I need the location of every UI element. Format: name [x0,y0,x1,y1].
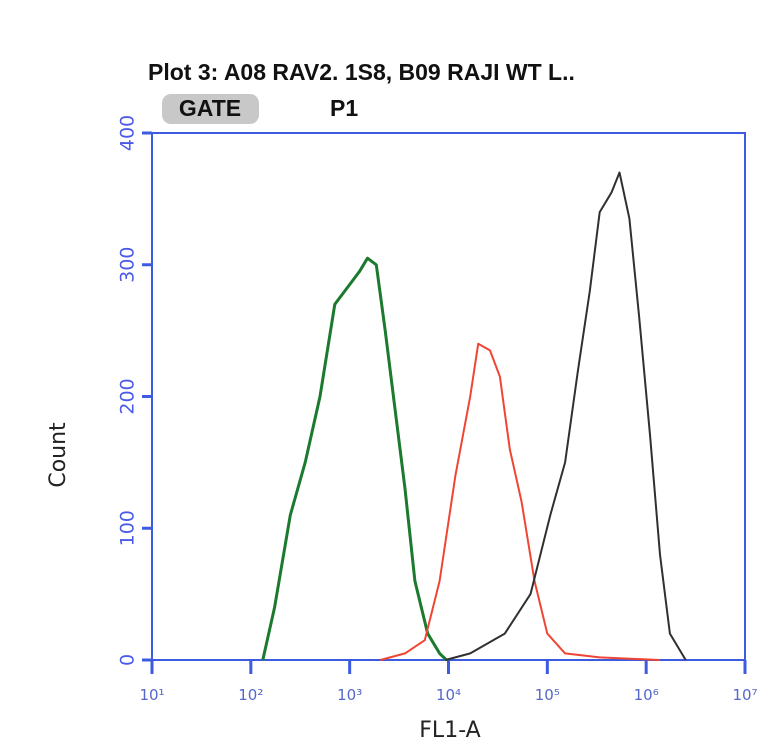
gate-pill [162,94,259,124]
x-tick-label: 10⁴ [436,686,461,704]
histogram-line [261,256,448,662]
chart-title: Plot 3: A08 RAV2. 1S8, B09 RAJI WT L.. [148,59,575,85]
y-tick-label: 300 [117,247,139,283]
histogram-line [445,171,687,661]
y-axis-label: Count [46,422,71,488]
y-tick-label: 200 [117,378,139,414]
y-tick-label: 400 [117,115,139,151]
x-tick-label: 10⁷ [732,686,757,704]
x-tick-label: 10⁶ [634,686,659,704]
x-tick-label: 10³ [337,686,362,704]
histogram-line [380,342,661,661]
plot-frame [151,132,746,661]
x-axis-label: FL1-A [419,718,480,739]
y-tick-label: 0 [117,654,139,666]
y-tick-label: 100 [117,510,139,546]
x-tick-label: 10² [238,686,263,704]
x-tick-label: 10¹ [139,686,164,704]
gate-value: P1 [330,95,358,121]
x-tick-label: 10⁵ [535,686,560,704]
gate-label: GATE [179,95,241,121]
